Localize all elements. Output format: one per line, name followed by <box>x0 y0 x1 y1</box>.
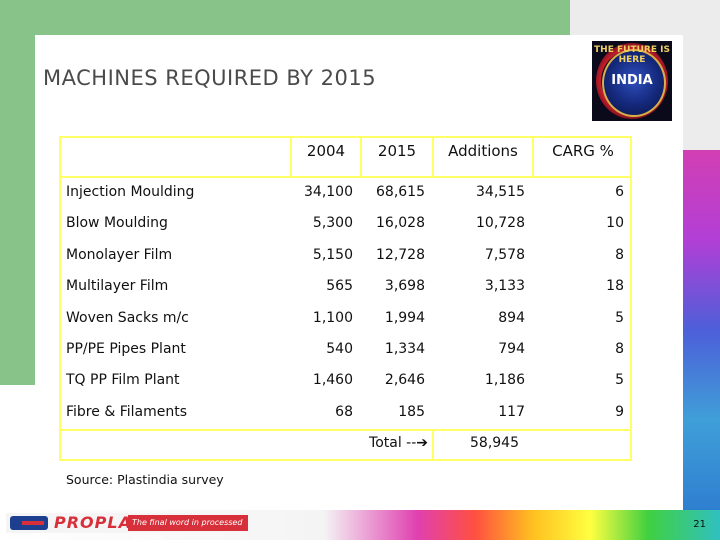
total-label: Total --➔ <box>369 435 428 451</box>
row-label: Woven Sacks m/c <box>66 310 189 326</box>
value-carg: 10 <box>606 215 624 231</box>
page-number: 21 <box>693 519 706 530</box>
value-2004: 540 <box>326 341 353 357</box>
logo-tagline: THE FUTURE IS HERE <box>594 45 670 65</box>
proplast-tagline: The final word in processed plastics <box>128 515 248 543</box>
value-additions: 794 <box>498 341 525 357</box>
value-additions: 7,578 <box>484 247 525 263</box>
value-2015: 1,334 <box>384 341 425 357</box>
row-label: Blow Moulding <box>66 215 168 231</box>
logo-disc <box>602 49 666 117</box>
column-header-additions: Additions <box>448 142 518 160</box>
column-header-carg: CARG % <box>552 142 614 160</box>
value-2004: 68 <box>335 404 353 420</box>
value-carg: 8 <box>615 247 624 263</box>
header-col-divider <box>360 136 362 176</box>
value-carg: 6 <box>615 184 624 200</box>
row-label: Monolayer Film <box>66 247 173 263</box>
source-note: Source: Plastindia survey <box>66 472 224 487</box>
value-carg: 18 <box>606 278 624 294</box>
total-col-divider <box>432 429 434 461</box>
value-2004: 1,460 <box>312 372 353 388</box>
value-carg: 9 <box>615 404 624 420</box>
row-label: TQ PP Film Plant <box>66 372 180 388</box>
column-header-2004: 2004 <box>306 142 346 160</box>
value-2004: 5,150 <box>312 247 353 263</box>
proplast-swoosh-icon <box>10 516 48 530</box>
value-2015: 68,615 <box>376 184 425 200</box>
value-additions: 1,186 <box>484 372 525 388</box>
machines-table <box>59 136 632 461</box>
value-additions: 34,515 <box>476 184 525 200</box>
value-2015: 1,994 <box>384 310 425 326</box>
value-2004: 565 <box>326 278 353 294</box>
value-2015: 2,646 <box>384 372 425 388</box>
value-carg: 5 <box>615 372 624 388</box>
row-label: PP/PE Pipes Plant <box>66 341 186 357</box>
value-additions: 3,133 <box>484 278 525 294</box>
total-divider <box>59 429 632 431</box>
value-2015: 12,728 <box>376 247 425 263</box>
value-additions: 10,728 <box>476 215 525 231</box>
page-title: MACHINES REQUIRED BY 2015 <box>43 66 377 90</box>
future-is-here-logo: THE FUTURE IS HERE INDIA <box>592 41 672 121</box>
header-col-divider <box>432 136 434 176</box>
value-2004: 5,300 <box>312 215 353 231</box>
header-col-divider <box>532 136 534 176</box>
row-label: Multilayer Film <box>66 278 169 294</box>
header-divider <box>59 176 632 178</box>
header-col-divider <box>290 136 292 176</box>
value-additions: 117 <box>498 404 525 420</box>
total-value: 58,945 <box>470 435 519 451</box>
value-carg: 8 <box>615 341 624 357</box>
value-carg: 5 <box>615 310 624 326</box>
background-color-bar <box>683 150 720 510</box>
column-header-2015: 2015 <box>377 142 417 160</box>
proplast-logo: PROPLAST The final word in processed pla… <box>6 513 252 543</box>
logo-word: INDIA <box>611 73 653 88</box>
value-2015: 3,698 <box>384 278 425 294</box>
row-label: Injection Moulding <box>66 184 195 200</box>
row-label: Fibre & Filaments <box>66 404 187 420</box>
value-additions: 894 <box>498 310 525 326</box>
value-2015: 185 <box>398 404 425 420</box>
value-2015: 16,028 <box>376 215 425 231</box>
value-2004: 1,100 <box>312 310 353 326</box>
value-2004: 34,100 <box>304 184 353 200</box>
